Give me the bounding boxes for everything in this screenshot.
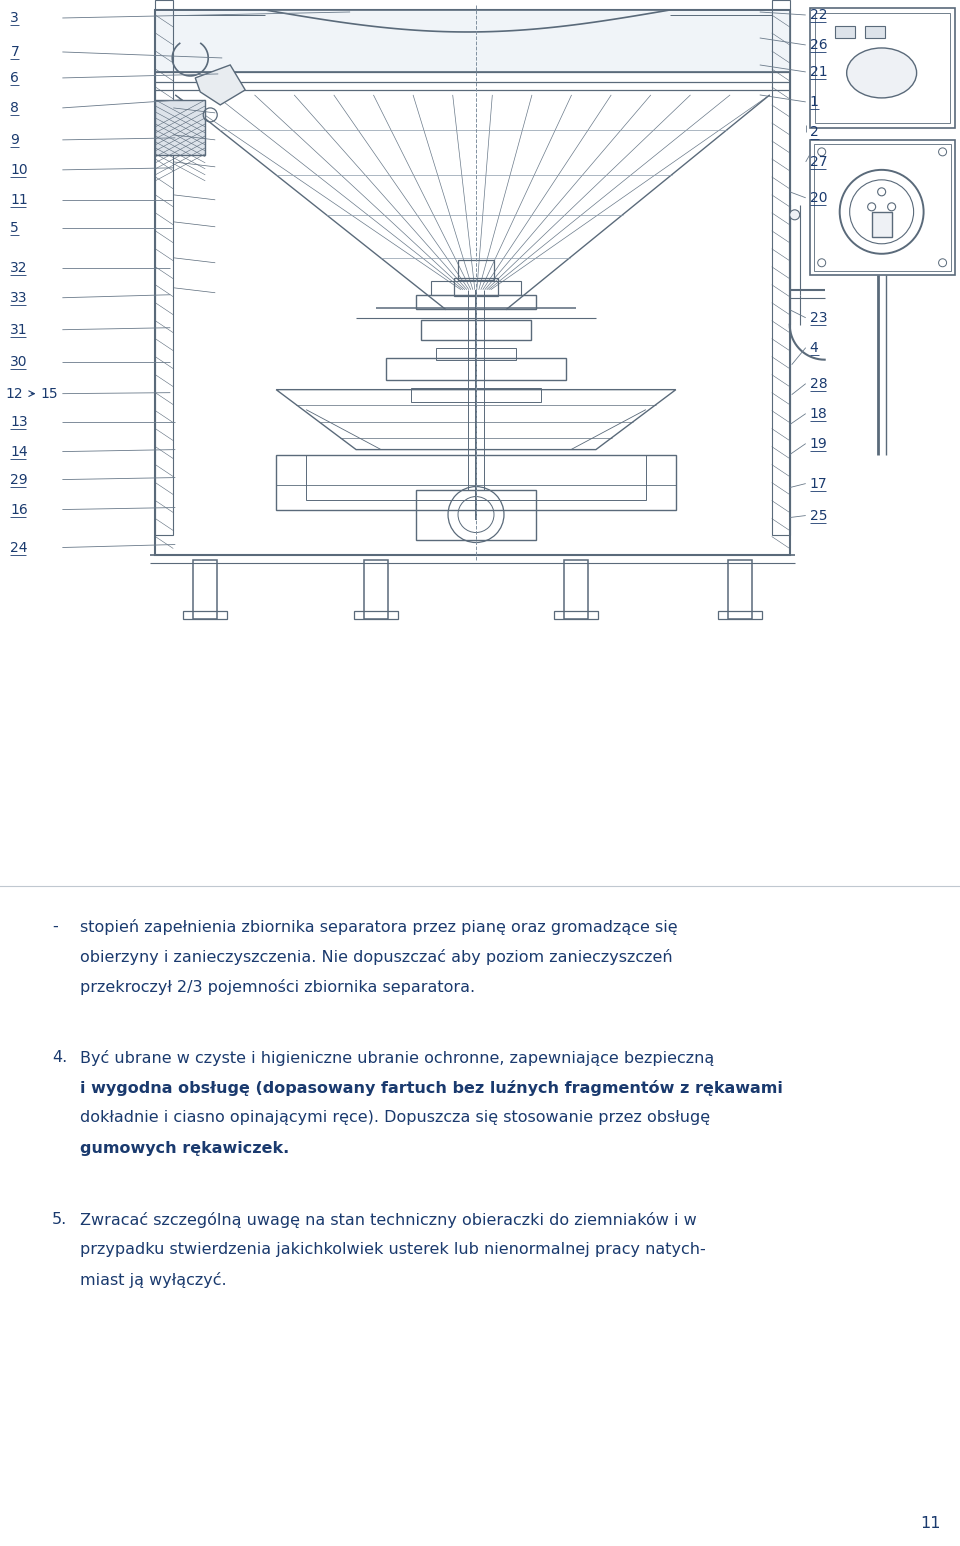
Bar	[416, 295, 536, 309]
Text: 30: 30	[11, 354, 28, 368]
Text: 8: 8	[11, 100, 19, 114]
Text: przypadku stwierdzenia jakichkolwiek usterek lub nienormalnej pracy natych-: przypadku stwierdzenia jakichkolwiek ust…	[80, 1241, 706, 1257]
Bar	[834, 26, 854, 39]
Text: 6: 6	[11, 71, 19, 85]
Text: 1: 1	[809, 94, 819, 108]
Bar	[354, 612, 398, 620]
Bar	[809, 8, 954, 128]
Bar	[193, 560, 217, 620]
Bar	[815, 12, 949, 122]
Text: 12: 12	[6, 386, 23, 400]
Text: miast ją wyłączyć.: miast ją wyłączyć.	[80, 1272, 227, 1288]
Text: 2: 2	[809, 125, 819, 139]
Text: 21: 21	[809, 65, 828, 79]
Text: 7: 7	[11, 45, 19, 59]
Text: 10: 10	[11, 162, 28, 176]
Text: 27: 27	[809, 155, 828, 169]
Bar	[458, 260, 494, 280]
Text: 19: 19	[809, 436, 828, 450]
Bar	[364, 560, 388, 620]
Text: 22: 22	[809, 8, 828, 22]
Bar	[416, 490, 536, 540]
Text: 33: 33	[11, 291, 28, 305]
Text: Zwracać szczególną uwagę na stan techniczny obieraczki do ziemniaków i w: Zwracać szczególną uwagę na stan technic…	[80, 1212, 697, 1228]
Text: 29: 29	[11, 473, 28, 487]
Text: 5.: 5.	[52, 1212, 67, 1226]
Text: 14: 14	[11, 445, 28, 459]
Text: 31: 31	[11, 323, 28, 337]
Bar	[156, 9, 790, 73]
Bar	[436, 348, 516, 360]
Bar	[386, 357, 566, 380]
Text: stopień zapełnienia zbiornika separatora przez pianę oraz gromadzące się: stopień zapełnienia zbiornika separatora…	[80, 920, 678, 935]
Text: 13: 13	[11, 414, 28, 428]
Text: 15: 15	[40, 386, 58, 400]
Bar	[728, 560, 752, 620]
Bar	[718, 612, 761, 620]
Bar	[865, 26, 885, 39]
Text: -: -	[52, 920, 58, 934]
Text: 11: 11	[11, 193, 28, 207]
Bar	[454, 278, 498, 295]
Text: 11: 11	[920, 1517, 941, 1531]
Bar	[421, 320, 531, 340]
Text: gumowych rękawiczek.: gumowych rękawiczek.	[80, 1141, 289, 1155]
Bar	[156, 0, 173, 535]
Text: 25: 25	[809, 509, 828, 523]
Bar	[554, 612, 598, 620]
Bar	[156, 100, 205, 155]
Text: 3: 3	[11, 11, 19, 25]
Text: 17: 17	[809, 476, 828, 490]
Polygon shape	[195, 65, 245, 105]
Text: 20: 20	[809, 190, 828, 204]
Bar	[564, 560, 588, 620]
Bar	[306, 455, 646, 499]
Bar	[772, 0, 790, 535]
Bar	[809, 139, 954, 275]
Text: 9: 9	[11, 133, 19, 147]
Text: 4: 4	[809, 340, 819, 354]
Text: 18: 18	[809, 407, 828, 421]
Text: 24: 24	[11, 541, 28, 555]
Text: obierzyny i zanieczyszczenia. Nie dopuszczać aby poziom zanieczyszczeń: obierzyny i zanieczyszczenia. Nie dopusz…	[80, 949, 673, 965]
Text: 23: 23	[809, 311, 828, 325]
Bar	[156, 9, 790, 555]
Text: 4.: 4.	[52, 1050, 67, 1065]
Text: przekroczył 2/3 pojemności zbiornika separatora.: przekroczył 2/3 pojemności zbiornika sep…	[80, 979, 475, 996]
Text: i wygodna obsługę (dopasowany fartuch bez luźnych fragmentów z rękawami: i wygodna obsługę (dopasowany fartuch be…	[80, 1081, 782, 1096]
Text: 5: 5	[11, 221, 19, 235]
Bar	[872, 212, 892, 237]
Bar	[814, 144, 950, 271]
Ellipse shape	[847, 48, 917, 97]
Text: Być ubrane w czyste i higieniczne ubranie ochronne, zapewniające bezpieczną: Być ubrane w czyste i higieniczne ubrani…	[80, 1050, 714, 1067]
Text: 28: 28	[809, 377, 828, 391]
Text: 26: 26	[809, 39, 828, 53]
Bar	[411, 388, 540, 402]
Circle shape	[790, 210, 800, 220]
Text: 32: 32	[11, 261, 28, 275]
Bar	[276, 455, 676, 510]
Bar	[183, 612, 228, 620]
Text: 16: 16	[11, 502, 28, 516]
Text: dokładnie i ciasno opinającymi ręce). Dopuszcza się stosowanie przez obsługę: dokładnie i ciasno opinającymi ręce). Do…	[80, 1110, 710, 1125]
Bar	[431, 281, 521, 295]
